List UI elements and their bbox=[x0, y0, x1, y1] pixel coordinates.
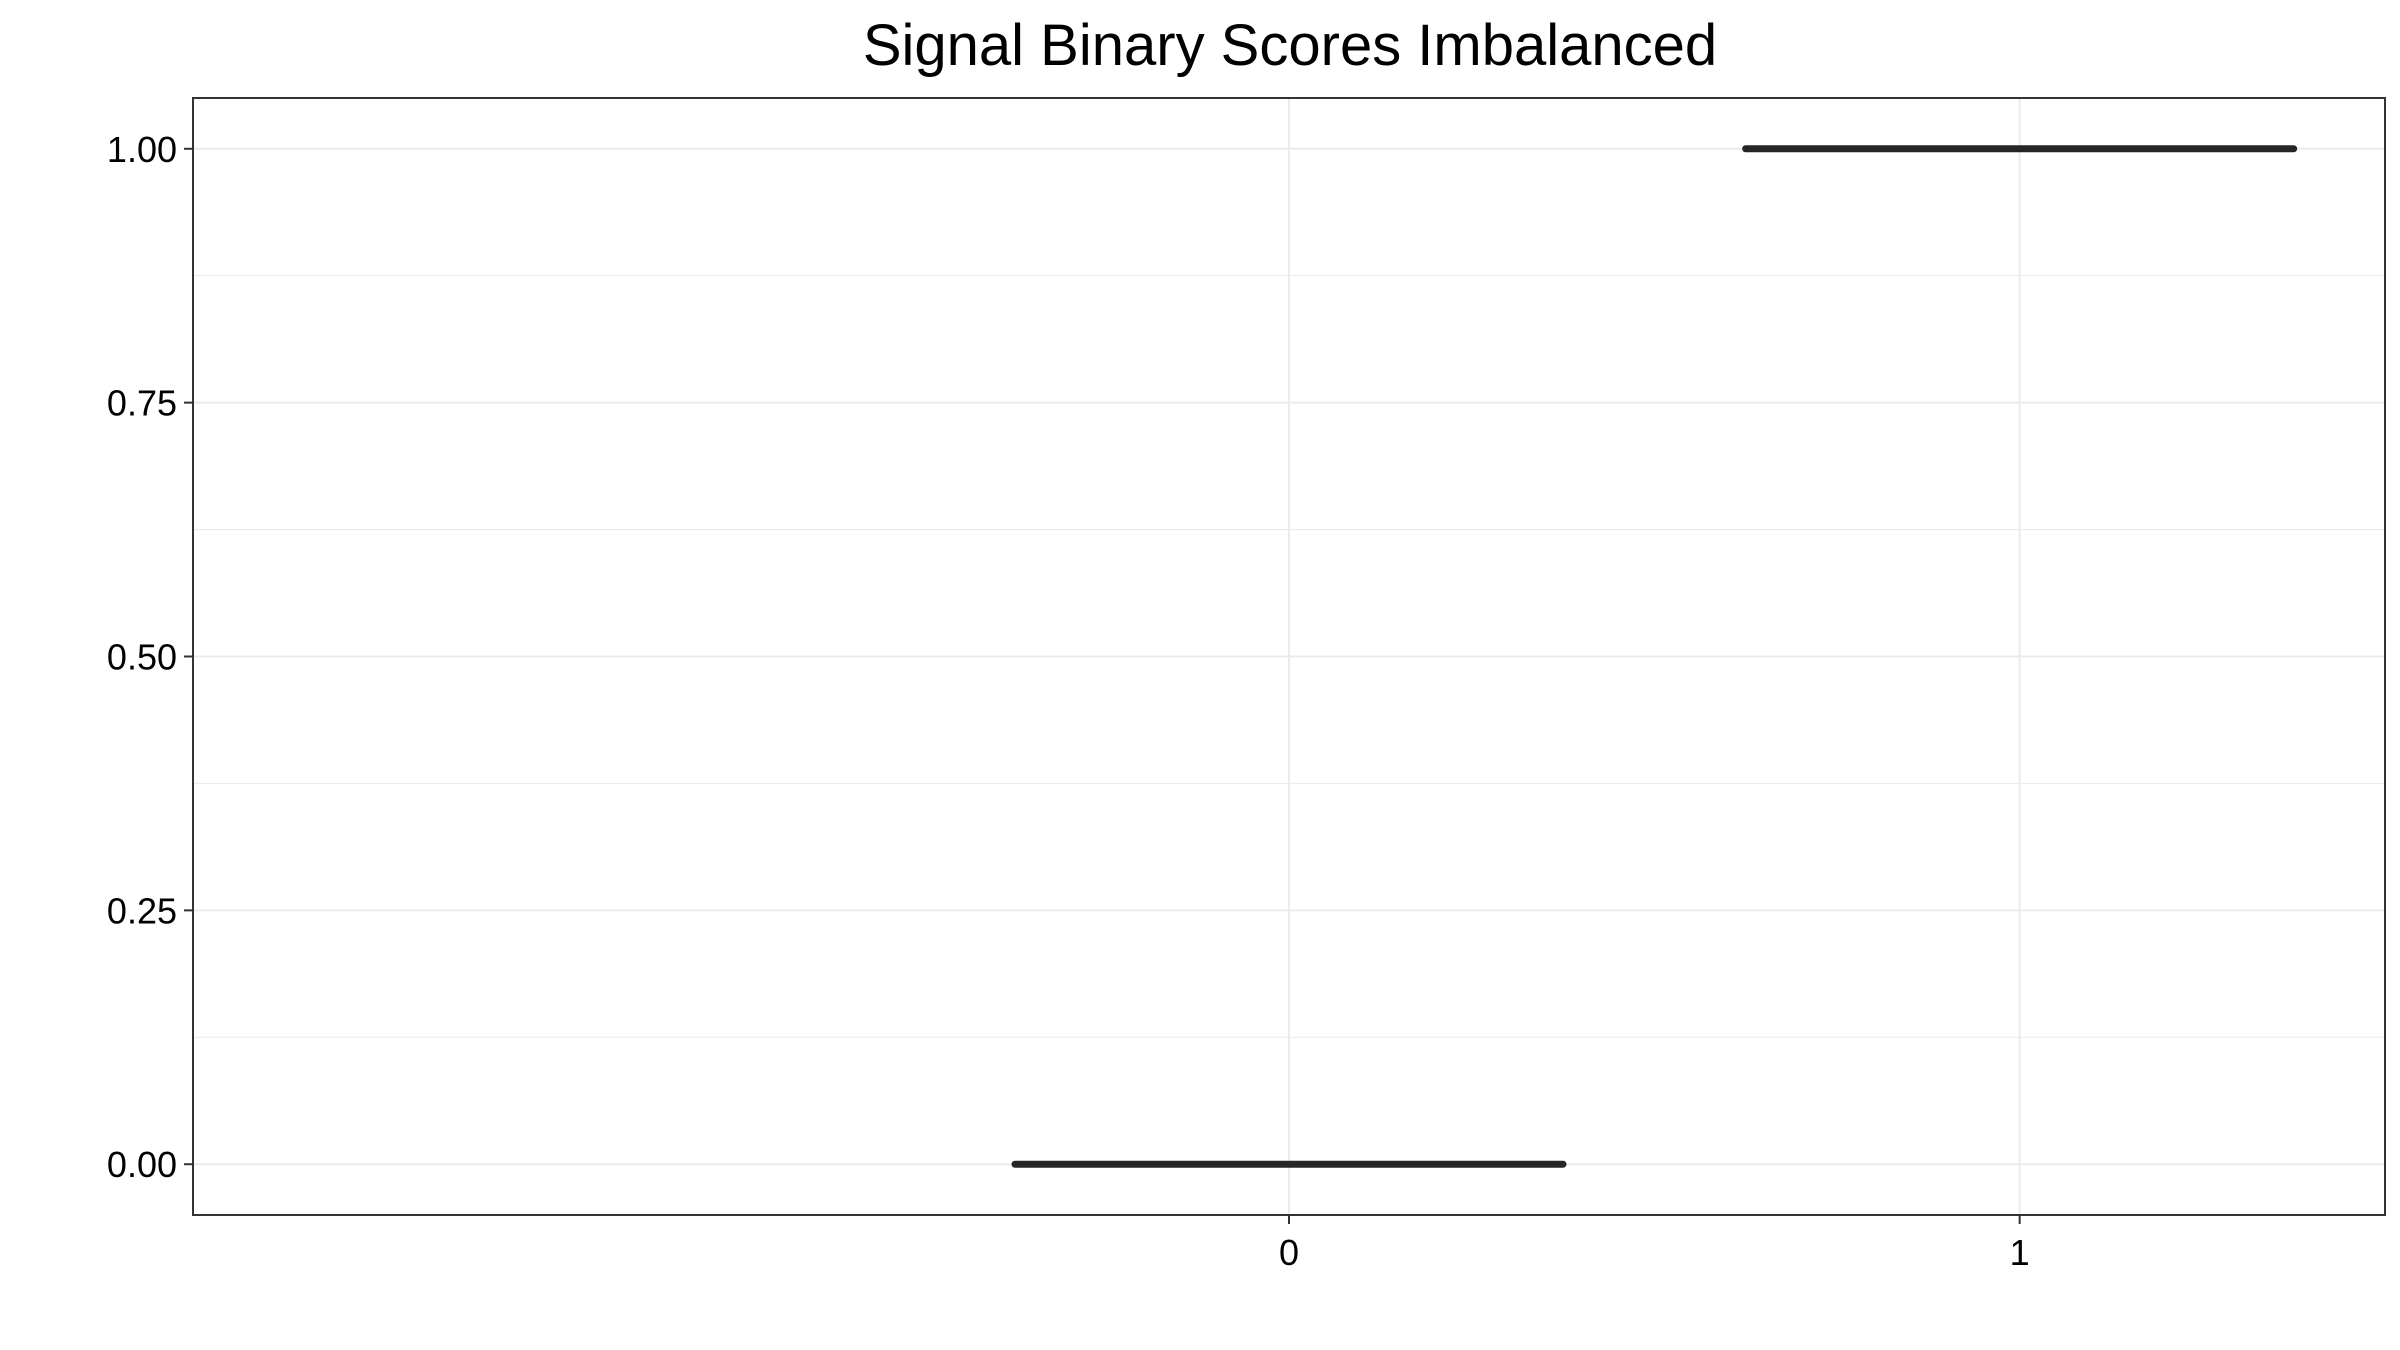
x-tick-label: 0 bbox=[1279, 1232, 1299, 1273]
y-tick-label: 0.25 bbox=[107, 890, 177, 931]
grid-lines bbox=[193, 98, 2385, 1215]
box-marks bbox=[1011, 145, 2298, 1168]
y-tick-label: 0.75 bbox=[107, 383, 177, 424]
y-tick-label: 0.00 bbox=[107, 1144, 177, 1185]
chart-title: Signal Binary Scores Imbalanced bbox=[863, 13, 1717, 78]
y-tick-label: 1.00 bbox=[107, 129, 177, 170]
x-tick-label: 1 bbox=[2010, 1232, 2030, 1273]
y-axis: 0.00 0.25 0.50 0.75 1.00 bbox=[107, 129, 193, 1185]
y-tick-label: 0.50 bbox=[107, 637, 177, 678]
